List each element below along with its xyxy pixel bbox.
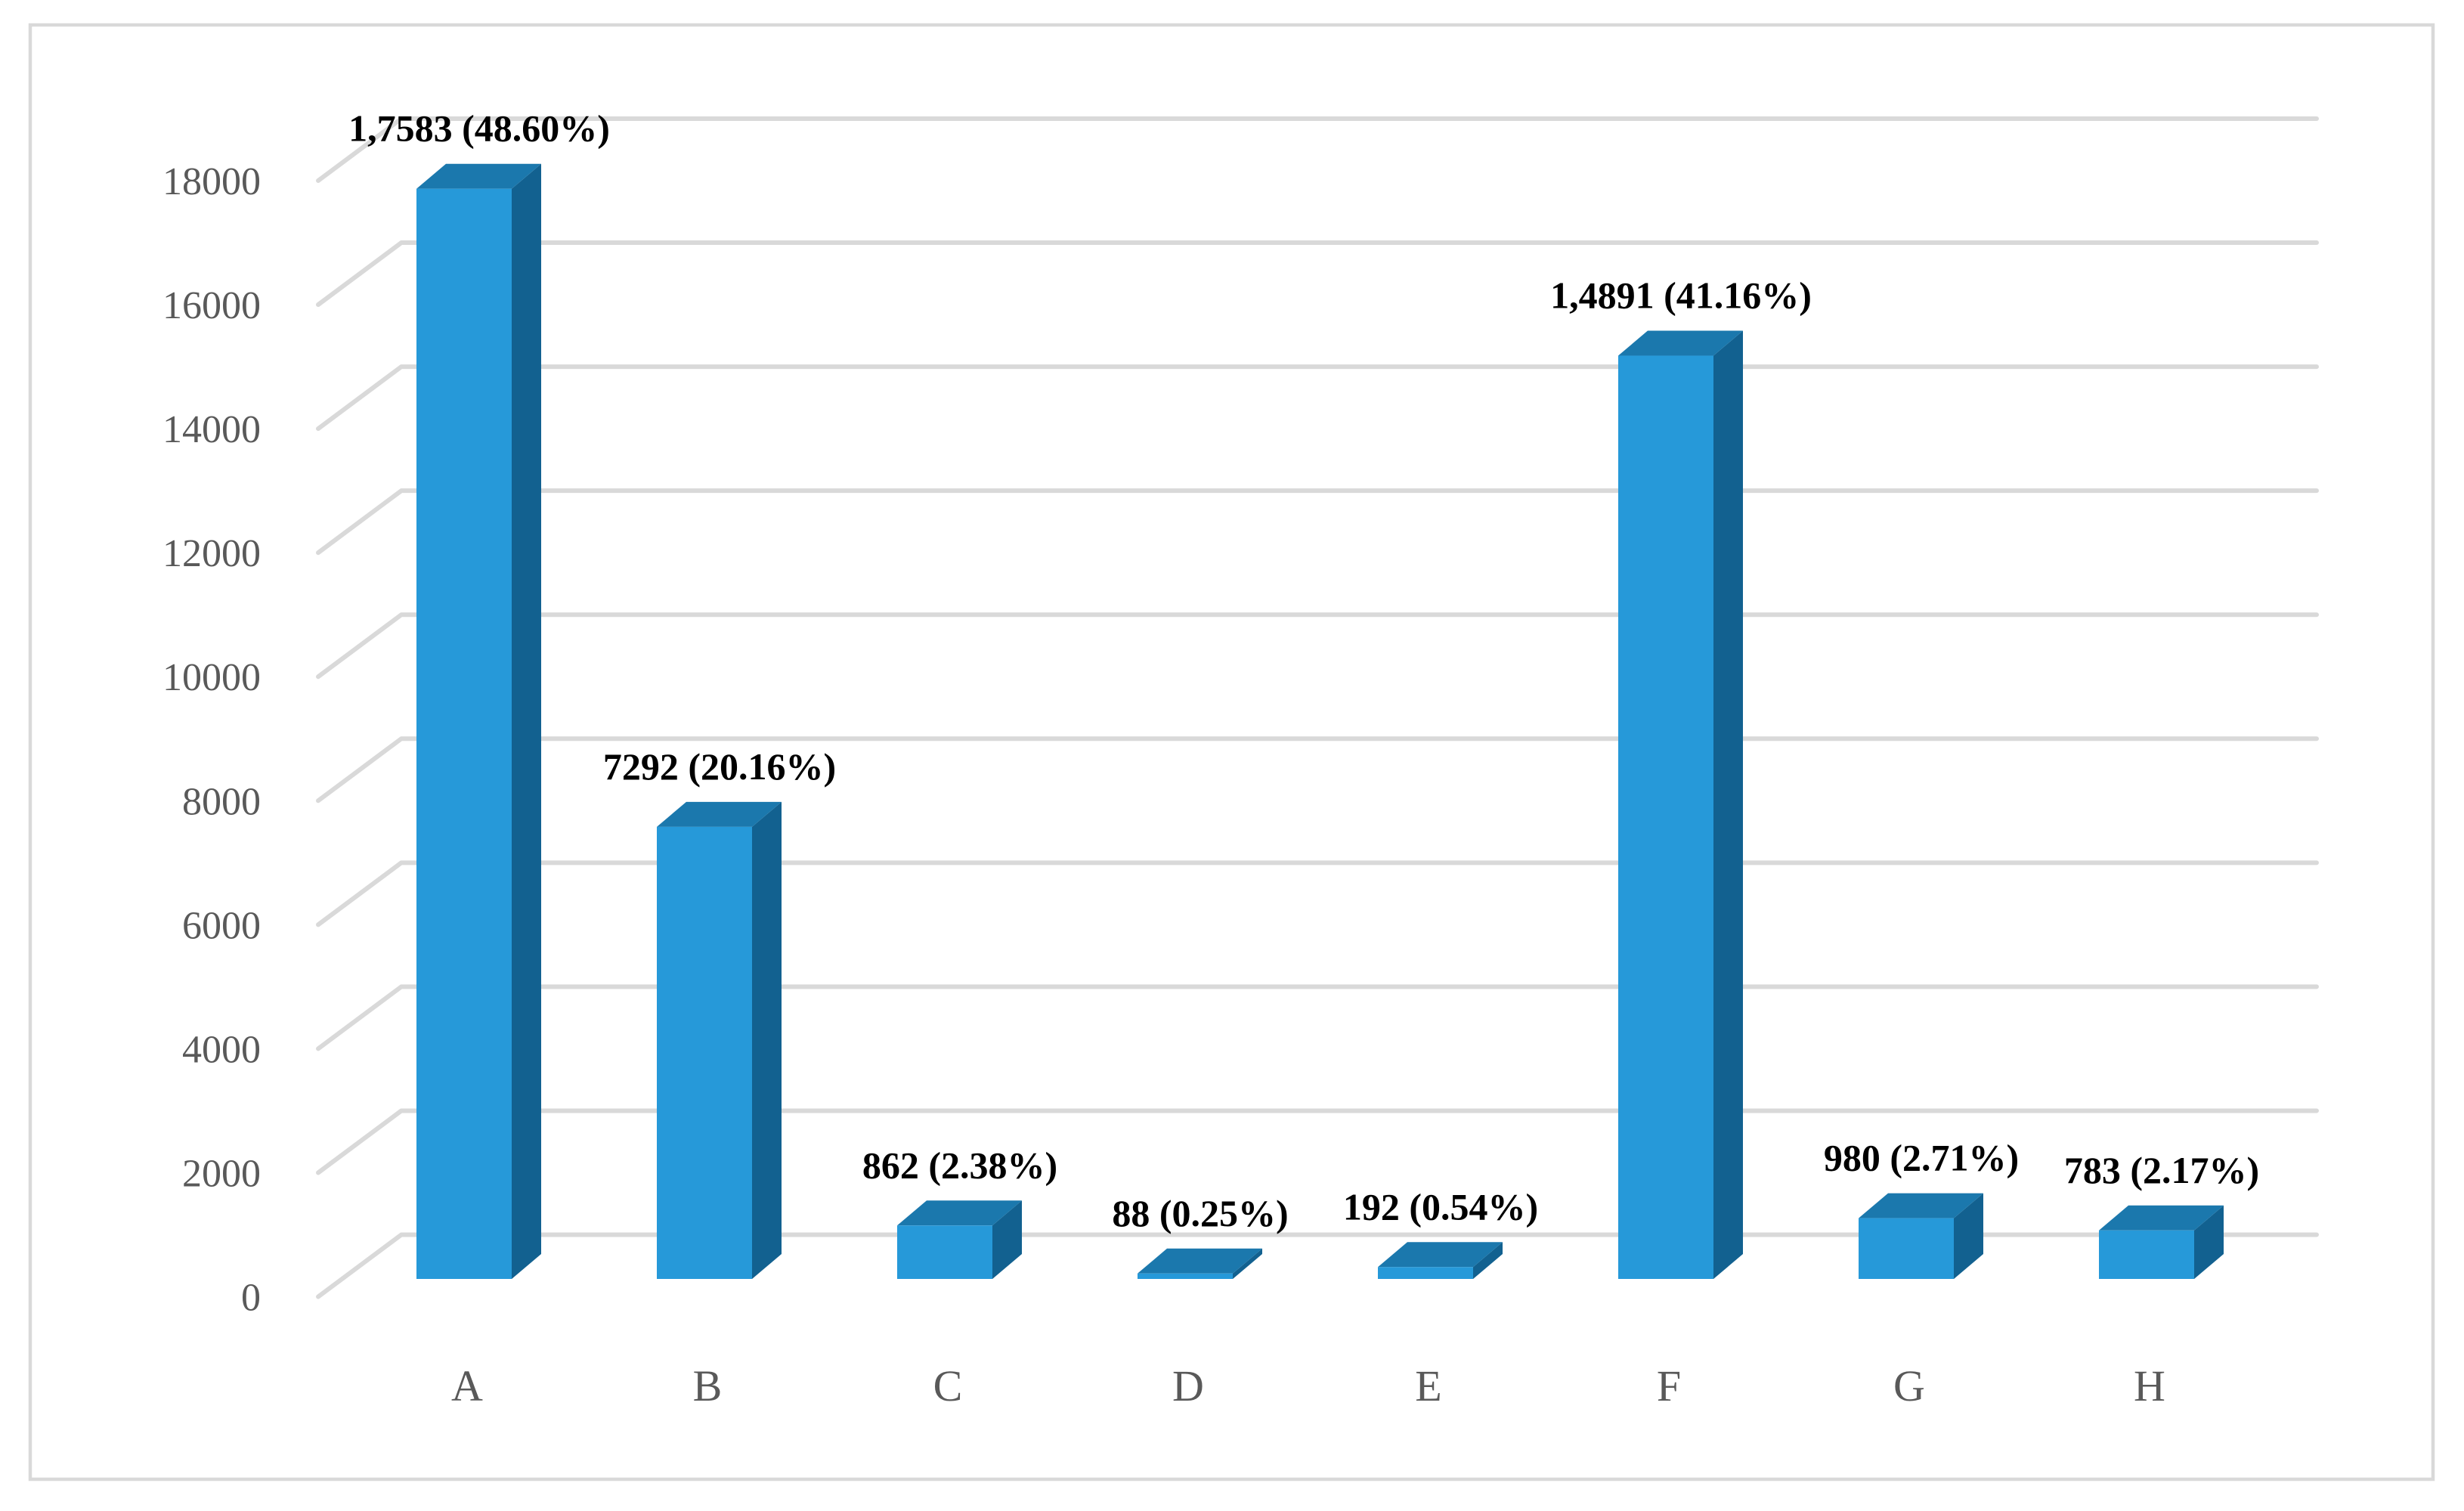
gridline [316, 860, 2319, 927]
bar-top-face [1859, 1193, 1983, 1218]
bar [1618, 330, 1743, 1279]
bar-side-face [1954, 1193, 1983, 1279]
bar-side-face [2194, 1205, 2224, 1279]
bar-top-face [1618, 330, 1743, 356]
bar-side-face [992, 1200, 1022, 1279]
bar-side-face [1473, 1242, 1503, 1279]
gridline [316, 612, 2319, 680]
value-labels-group: 1,7583 (48.60%) 7292 (20.16%) 862 (2.38%) 8… [348, 107, 2259, 1234]
y-tick-label: 8000 [182, 780, 261, 823]
value-label: 1,4891 (41.16%) [1550, 274, 1812, 317]
bars-group [416, 163, 2224, 1280]
bar [2099, 1205, 2224, 1279]
gridline [316, 984, 2319, 1051]
bar [657, 801, 782, 1279]
bar [1378, 1242, 1503, 1279]
value-label: 192 (0.54%) [1343, 1185, 1538, 1228]
x-tick-label: G [1893, 1361, 1925, 1410]
y-tick-label: 14000 [163, 408, 261, 451]
chart-frame [28, 23, 2435, 1482]
bar [897, 1200, 1022, 1279]
gridline [316, 1232, 2319, 1299]
y-tick-label: 2000 [182, 1152, 261, 1195]
bar-top-face [897, 1200, 1022, 1226]
x-axis-labels-group: A B C D E F G H [451, 1361, 2165, 1410]
bar-side-face [1713, 330, 1743, 1279]
bar [1859, 1193, 1983, 1279]
y-tick-label: 0 [241, 1277, 261, 1320]
y-tick-label: 10000 [163, 656, 261, 699]
gridline [316, 364, 2319, 432]
x-tick-label: H [2134, 1361, 2165, 1410]
bar-front-face [1138, 1273, 1233, 1279]
y-axis-labels-group: 0 2000 4000 6000 8000 10000 12000 14000 16000 180… [163, 160, 261, 1320]
x-tick-label: E [1415, 1361, 1441, 1410]
x-tick-label: B [693, 1361, 723, 1410]
bar-side-face [512, 163, 541, 1280]
bar-top-face [1138, 1248, 1262, 1274]
gridline [316, 240, 2319, 308]
bar-top-face [657, 801, 782, 827]
bar-top-face [1378, 1242, 1503, 1268]
bar-front-face [1618, 355, 1713, 1279]
value-label: 88 (0.25%) [1112, 1192, 1288, 1234]
bar-front-face [657, 826, 752, 1279]
value-label: 980 (2.71%) [1824, 1137, 2019, 1179]
value-label: 862 (2.38%) [862, 1144, 1057, 1186]
y-tick-label: 4000 [182, 1028, 261, 1071]
y-tick-label: 18000 [163, 160, 261, 203]
value-label: 7292 (20.16%) [603, 745, 836, 788]
bar-top-face [2099, 1205, 2224, 1231]
bar-front-face [2099, 1230, 2194, 1279]
bar-side-face [1233, 1248, 1262, 1279]
gridline [316, 488, 2319, 556]
bar-top-face [416, 163, 541, 189]
gridline [316, 116, 2319, 183]
bar-front-face [416, 188, 512, 1280]
x-tick-label: D [1172, 1361, 1204, 1410]
x-tick-label: C [933, 1361, 963, 1410]
y-tick-label: 12000 [163, 532, 261, 575]
bar [1138, 1248, 1262, 1279]
bar-front-face [1378, 1267, 1473, 1279]
y-tick-label: 6000 [182, 904, 261, 947]
bar [416, 163, 541, 1280]
value-label: 1,7583 (48.60%) [348, 107, 610, 150]
y-tick-label: 16000 [163, 284, 261, 327]
x-tick-label: F [1657, 1361, 1681, 1410]
gridlines-group [316, 116, 2319, 1299]
bar-front-face [1859, 1218, 1954, 1279]
value-label: 783 (2.17%) [2064, 1149, 2259, 1191]
x-tick-label: A [451, 1361, 483, 1410]
bar-front-face [897, 1225, 992, 1279]
bar-side-face [752, 801, 782, 1279]
